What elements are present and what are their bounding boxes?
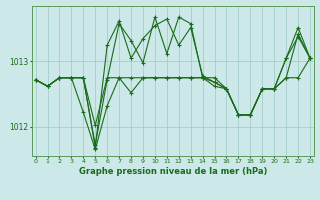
X-axis label: Graphe pression niveau de la mer (hPa): Graphe pression niveau de la mer (hPa) xyxy=(79,167,267,176)
